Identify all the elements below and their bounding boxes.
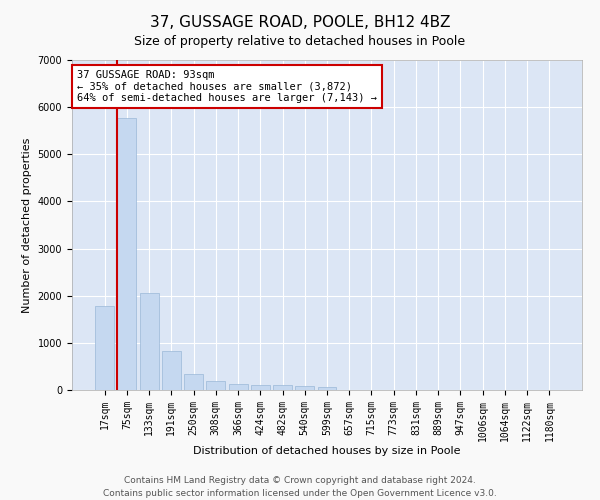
Text: 37 GUSSAGE ROAD: 93sqm
← 35% of detached houses are smaller (3,872)
64% of semi-: 37 GUSSAGE ROAD: 93sqm ← 35% of detached… <box>77 70 377 103</box>
Bar <box>273 386 292 390</box>
Bar <box>95 306 114 390</box>
Text: 37, GUSSAGE ROAD, POOLE, BH12 4BZ: 37, GUSSAGE ROAD, POOLE, BH12 4BZ <box>150 15 450 30</box>
Y-axis label: Number of detached properties: Number of detached properties <box>22 138 32 312</box>
Bar <box>251 384 270 390</box>
Bar <box>206 381 225 390</box>
X-axis label: Distribution of detached houses by size in Poole: Distribution of detached houses by size … <box>193 446 461 456</box>
Bar <box>118 118 136 390</box>
Bar <box>317 386 337 390</box>
Text: Size of property relative to detached houses in Poole: Size of property relative to detached ho… <box>134 35 466 48</box>
Bar <box>140 293 158 390</box>
Bar <box>162 352 181 390</box>
Bar <box>184 374 203 390</box>
Text: Contains HM Land Registry data © Crown copyright and database right 2024.
Contai: Contains HM Land Registry data © Crown c… <box>103 476 497 498</box>
Bar <box>295 386 314 390</box>
Bar <box>229 384 248 390</box>
